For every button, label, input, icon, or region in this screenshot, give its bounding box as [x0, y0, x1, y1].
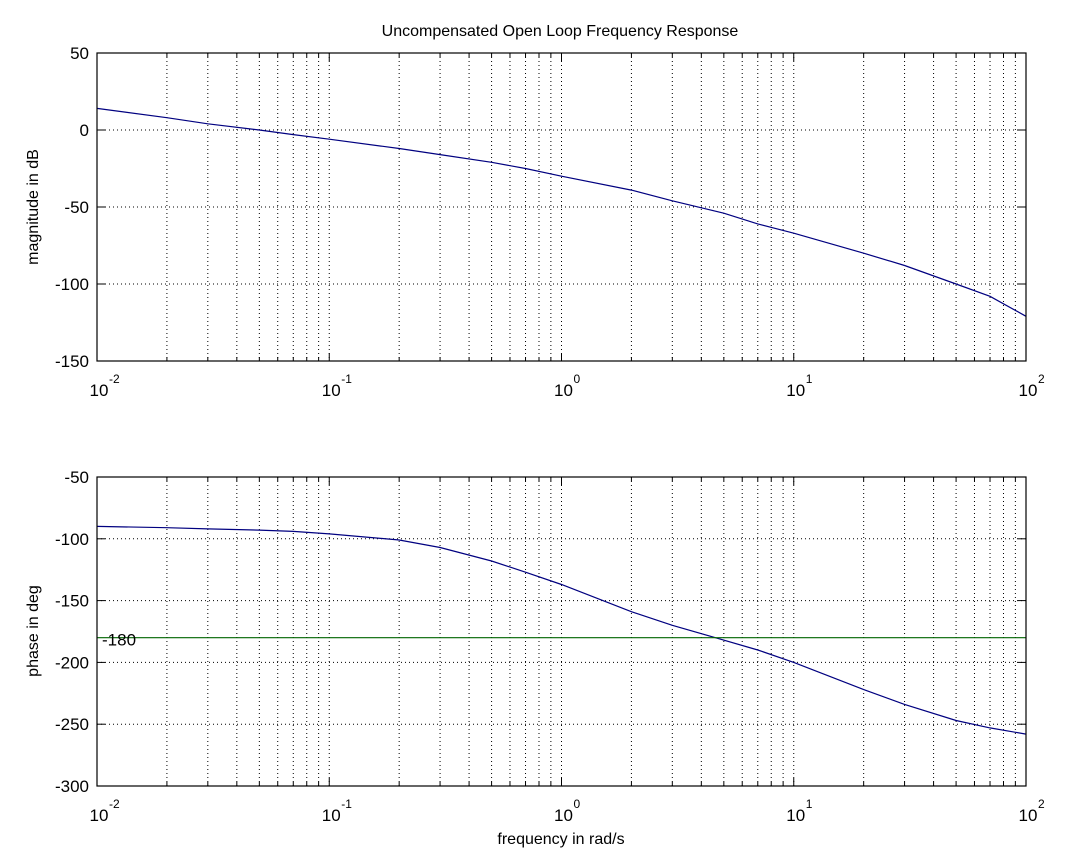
x-tick-label: 10 [786, 381, 805, 400]
y-tick-label: -50 [64, 198, 89, 217]
y-tick-label: -50 [64, 468, 89, 487]
y-tick-label: 0 [80, 121, 89, 140]
x-tick-exponent: -2 [109, 797, 120, 811]
x-tick-exponent: 2 [1038, 372, 1045, 386]
y-tick-label: -300 [55, 777, 89, 796]
phase-axes: -50-100-150-200-250-30010-210-1100101102… [55, 468, 1045, 825]
x-tick-label: 10 [322, 381, 341, 400]
x-tick-label: 10 [554, 806, 573, 825]
magnitude-y-axis-label: magnitude in dB [25, 149, 42, 265]
phase-line [96, 525, 1027, 735]
y-tick-label: -150 [55, 352, 89, 371]
magnitude-line [96, 107, 1027, 317]
x-tick-exponent: 1 [806, 797, 813, 811]
x-tick-exponent: -1 [341, 372, 352, 386]
y-tick-label: -100 [55, 275, 89, 294]
axes-frame [96, 52, 1027, 362]
y-tick-label: -200 [55, 653, 89, 672]
x-tick-exponent: 2 [1038, 797, 1045, 811]
y-tick-label: -150 [55, 592, 89, 611]
x-tick-label: 10 [322, 806, 341, 825]
x-tick-label: 10 [1019, 806, 1038, 825]
x-tick-exponent: 1 [806, 372, 813, 386]
x-tick-exponent: -2 [109, 372, 120, 386]
x-tick-label: 10 [90, 381, 109, 400]
x-axis-label: frequency in rad/s [497, 831, 624, 848]
axes-frame [96, 476, 1027, 787]
y-tick-label: -250 [55, 715, 89, 734]
x-tick-exponent: -1 [341, 797, 352, 811]
x-tick-label: 10 [786, 806, 805, 825]
chart-title: Uncompensated Open Loop Frequency Respon… [382, 23, 739, 40]
x-tick-exponent: 0 [574, 372, 581, 386]
x-tick-label: 10 [554, 381, 573, 400]
y-tick-label: -100 [55, 530, 89, 549]
x-tick-label: 10 [90, 806, 109, 825]
x-tick-label: 10 [1019, 381, 1038, 400]
phase-y-axis-label: phase in deg [25, 585, 42, 677]
x-tick-exponent: 0 [574, 797, 581, 811]
y-tick-label: 50 [70, 44, 89, 63]
annotation-label: -180 [102, 631, 136, 650]
